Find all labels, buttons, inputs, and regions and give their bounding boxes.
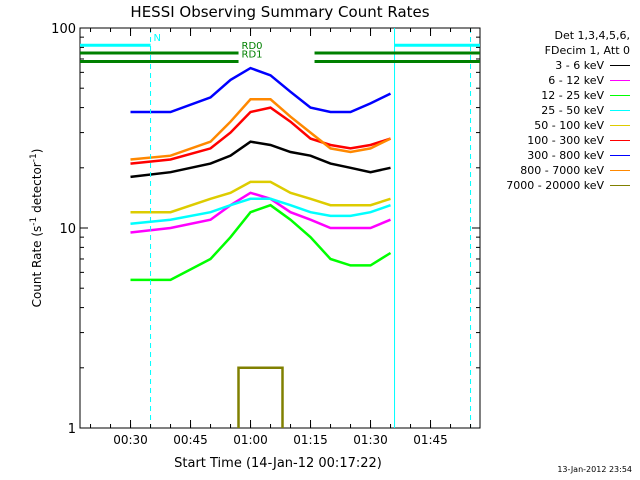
legend-label: 800 - 7000 keV bbox=[520, 164, 604, 177]
x-tick-label: 01:00 bbox=[233, 433, 268, 447]
y-label-part-2: detector bbox=[30, 162, 44, 217]
legend-label: 12 - 25 keV bbox=[541, 89, 604, 102]
legend-entry: 3 - 6 keV bbox=[480, 58, 630, 73]
flag-label-rd1: RD1 bbox=[242, 49, 263, 60]
legend-swatch bbox=[610, 80, 630, 81]
legend-swatch bbox=[610, 170, 630, 171]
legend-entry: 100 - 300 keV bbox=[480, 133, 630, 148]
series-line-3-6-keV bbox=[130, 140, 391, 179]
legend: Det 1,3,4,5,6, FDecim 1, Att 0 3 - 6 keV… bbox=[480, 28, 630, 193]
x-axis-label: Start Time (14-Jan-12 00:17:22) bbox=[174, 456, 382, 471]
series-layer bbox=[130, 66, 392, 428]
legend-entry: 12 - 25 keV bbox=[480, 88, 630, 103]
legend-label: 3 - 6 keV bbox=[555, 59, 604, 72]
legend-label: 300 - 800 keV bbox=[527, 149, 604, 162]
legend-swatch bbox=[610, 140, 630, 141]
series-line-300-800-keV bbox=[130, 66, 392, 114]
flag-label-rd0: RD0 bbox=[242, 41, 263, 52]
series-line-50-100-keV bbox=[130, 180, 391, 214]
timestamp: 13-Jan-2012 23:54 bbox=[557, 465, 632, 474]
chart-title: HESSI Observing Summary Count Rates bbox=[130, 3, 429, 21]
x-tick-label: 01:45 bbox=[413, 433, 448, 447]
y-tick-label: 10 bbox=[59, 222, 76, 237]
legend-label: 7000 - 20000 keV bbox=[506, 179, 604, 192]
y-label-part-3: ) bbox=[30, 149, 44, 154]
legend-label: 100 - 300 keV bbox=[527, 134, 604, 147]
legend-entry: 7000 - 20000 keV bbox=[480, 178, 630, 193]
legend-label: 6 - 12 keV bbox=[548, 74, 604, 87]
series-line-12-25-keV bbox=[130, 203, 392, 282]
axis-layer: 00:30 00:45 01:00 01:15 01:30 01:45 1 10 100 bbox=[51, 22, 480, 447]
legend-swatch bbox=[610, 155, 630, 156]
legend-swatch bbox=[610, 110, 630, 111]
series-line-7000-20000-keV bbox=[237, 366, 284, 428]
y-label-sup-1: -1 bbox=[29, 217, 39, 226]
legend-entry: 25 - 50 keV bbox=[480, 103, 630, 118]
x-tick-label: 01:15 bbox=[293, 433, 328, 447]
x-tick-label: 01:30 bbox=[353, 433, 388, 447]
legend-entry: 6 - 12 keV bbox=[480, 73, 630, 88]
x-tick-label: 00:30 bbox=[113, 433, 148, 447]
series-line-800-7000-keV bbox=[130, 98, 392, 161]
series-line-6-12-keV bbox=[130, 191, 391, 234]
y-tick-label: 100 bbox=[51, 22, 76, 37]
legend-swatch bbox=[610, 65, 630, 66]
legend-header-line-2: FDecim 1, Att 0 bbox=[544, 44, 630, 57]
legend-label: 25 - 50 keV bbox=[541, 104, 604, 117]
legend-entry: 50 - 100 keV bbox=[480, 118, 630, 133]
y-label-sup-2: -1 bbox=[29, 153, 39, 162]
legend-swatch bbox=[610, 125, 630, 126]
series-line-25-50-keV bbox=[130, 197, 391, 226]
series-line-100-300-keV bbox=[130, 106, 391, 165]
y-label-part-1: Count Rate (s bbox=[30, 226, 44, 308]
legend-label: 50 - 100 keV bbox=[534, 119, 604, 132]
legend-rows: 3 - 6 keV 6 - 12 keV 12 - 25 keV 25 - 50 ke… bbox=[480, 58, 630, 193]
legend-swatch bbox=[610, 185, 630, 186]
y-axis-label: Count Rate (s-1 detector-1) bbox=[29, 149, 44, 308]
legend-entry: 800 - 7000 keV bbox=[480, 163, 630, 178]
x-tick-label: 00:45 bbox=[173, 433, 208, 447]
y-tick-label: 1 bbox=[68, 422, 76, 437]
legend-entry: 300 - 800 keV bbox=[480, 148, 630, 163]
flag-label-n: N bbox=[154, 33, 161, 44]
legend-swatch bbox=[610, 95, 630, 96]
legend-header-line-1: Det 1,3,4,5,6, bbox=[554, 29, 630, 42]
